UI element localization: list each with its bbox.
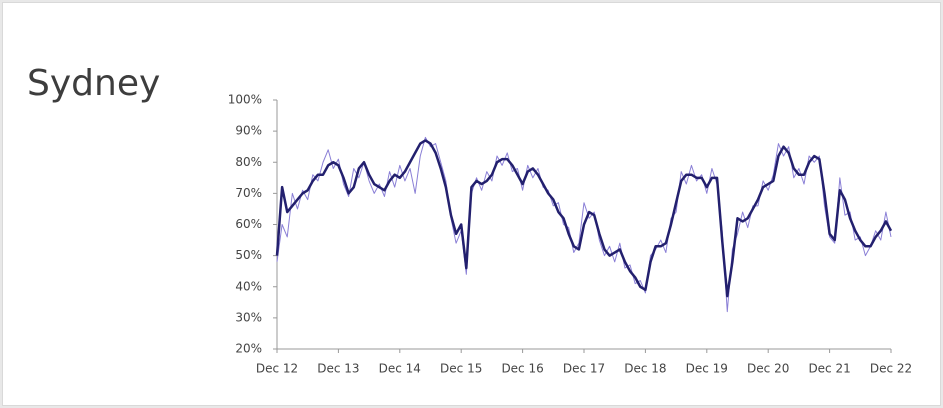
y-tick-label: 40% (235, 279, 262, 293)
line-series (276, 136, 892, 313)
x-tick-label: Dec 16 (501, 362, 543, 376)
x-tick-label: Dec 13 (317, 362, 359, 376)
x-tick-label: Dec 12 (256, 362, 298, 376)
x-tick-label: Dec 21 (808, 362, 850, 376)
x-tick-label: Dec 18 (624, 362, 666, 376)
x-tick-label: Dec 20 (747, 362, 789, 376)
y-tick-label: 80% (235, 155, 262, 169)
y-tick-label: 30% (235, 310, 262, 324)
y-tick-label: 20% (235, 342, 262, 356)
x-tick-label: Dec 15 (440, 362, 482, 376)
x-tick-label: Dec 19 (686, 362, 728, 376)
y-tick-label: 100% (228, 93, 262, 107)
y-tick-label: 70% (235, 186, 262, 200)
x-tick-label: Dec 14 (379, 362, 421, 376)
y-tick-label: 90% (235, 124, 262, 138)
line-series (275, 139, 893, 298)
chart-title: Sydney (27, 63, 161, 104)
x-tick-label: Dec 17 (563, 362, 605, 376)
y-tick-label: 50% (235, 248, 262, 262)
x-tick-label: Dec 22 (870, 362, 912, 376)
y-tick-label: 60% (235, 217, 262, 231)
